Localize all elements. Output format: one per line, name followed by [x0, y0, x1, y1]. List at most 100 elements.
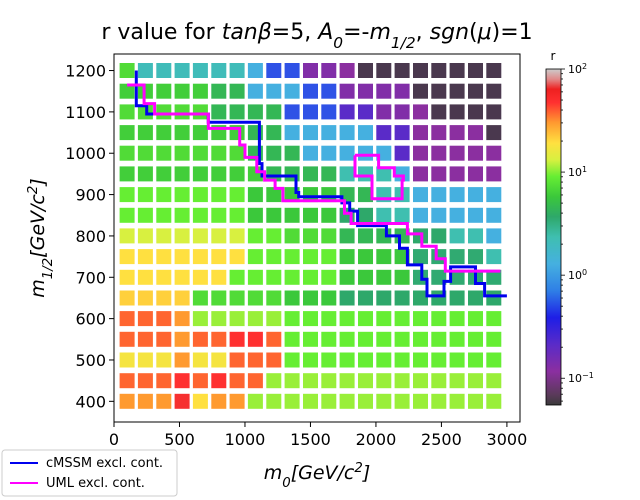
- heatmap-cell: [247, 207, 263, 223]
- heatmap-cell: [339, 393, 355, 409]
- heatmap-cell: [339, 145, 355, 161]
- heatmap-cell: [156, 393, 172, 409]
- heatmap-cell: [119, 125, 135, 141]
- x-tick-label: 2000: [356, 430, 397, 449]
- x-tick-label: 3000: [487, 430, 528, 449]
- heatmap-cell: [284, 393, 300, 409]
- heatmap-cell: [394, 393, 410, 409]
- heatmap-cell: [486, 104, 502, 120]
- heatmap-cell: [486, 187, 502, 203]
- heatmap-cell: [358, 63, 373, 78]
- heatmap-cell: [339, 166, 355, 182]
- heatmap-cell: [137, 290, 153, 306]
- heatmap-cell: [156, 207, 172, 223]
- legend: cMSSM excl. cont. UML excl. cont.: [1, 449, 178, 497]
- heatmap-cell: [119, 166, 135, 182]
- heatmap-cell: [339, 331, 355, 347]
- heatmap-cell: [229, 166, 245, 182]
- heatmap-cell: [468, 104, 483, 120]
- heatmap-cell: [431, 104, 447, 120]
- heatmap-cell: [339, 290, 355, 306]
- x-tick-label: 1000: [225, 430, 266, 449]
- heatmap-cell: [192, 311, 208, 327]
- heatmap-cell: [339, 125, 355, 141]
- heatmap-cell: [174, 104, 190, 120]
- heatmap-cell: [156, 145, 172, 161]
- heatmap-cell: [376, 311, 392, 327]
- heatmap-cell: [486, 373, 502, 389]
- heatmap-cell: [303, 269, 318, 285]
- colorbar-gradient: [545, 68, 562, 406]
- heatmap-cell: [321, 228, 337, 244]
- heatmap-cell: [247, 83, 263, 99]
- heatmap-cell: [156, 104, 172, 120]
- heatmap-cell: [119, 269, 135, 285]
- heatmap-cell: [192, 83, 208, 99]
- heatmap-cell: [431, 166, 447, 182]
- heatmap-cell: [413, 104, 428, 120]
- colorbar: r 10−1 100 101 102: [545, 49, 594, 406]
- heatmap-cell: [229, 331, 245, 347]
- heatmap-cell: [284, 83, 300, 99]
- heatmap-cell: [486, 290, 502, 306]
- exclusion-contour-line: [127, 83, 501, 273]
- heatmap-cell: [303, 83, 318, 99]
- heatmap-cell: [321, 166, 337, 182]
- heatmap-cell: [303, 290, 318, 306]
- heatmap-cell: [431, 373, 447, 389]
- heatmap-cell: [119, 207, 135, 223]
- heatmap-cell: [211, 373, 227, 389]
- heatmap-cell: [119, 352, 135, 368]
- y-axis: 400 500 600 700 800 900 1000 1100 1200: [65, 62, 114, 411]
- heatmap-cell: [119, 187, 135, 203]
- heatmap-cell: [376, 125, 392, 141]
- heatmap-cell: [156, 352, 172, 368]
- heatmap-cell: [468, 311, 483, 327]
- heatmap-cell: [358, 187, 373, 203]
- heatmap-cell: [303, 104, 318, 120]
- heatmap-cell: [174, 125, 190, 141]
- heatmap-cell: [266, 166, 282, 182]
- heatmap-cell: [192, 352, 208, 368]
- heatmap-cell: [156, 166, 172, 182]
- heatmap-cell: [284, 125, 300, 141]
- heatmap-cell: [321, 104, 337, 120]
- heatmap-cell: [358, 331, 373, 347]
- heatmap-cell: [413, 249, 428, 265]
- heatmap-cell: [247, 104, 263, 120]
- heatmap-cell: [229, 373, 245, 389]
- heatmap-cell: [229, 393, 245, 409]
- heatmap-cell: [119, 145, 135, 161]
- exclusion-contours: [127, 70, 507, 298]
- heatmap-cell: [174, 187, 190, 203]
- heatmap-cell: [137, 373, 153, 389]
- heatmap-cell: [156, 228, 172, 244]
- heatmap-cell: [229, 63, 245, 78]
- heatmap-cell: [431, 352, 447, 368]
- heatmap-cell: [339, 373, 355, 389]
- heatmap-cell: [394, 104, 410, 120]
- heatmap-cell: [119, 249, 135, 265]
- heatmap-cell: [394, 207, 410, 223]
- heatmap-cell: [394, 249, 410, 265]
- heatmap-cell: [303, 352, 318, 368]
- heatmap-cell: [156, 249, 172, 265]
- heatmap-cell: [192, 63, 208, 78]
- heatmap-cell: [211, 269, 227, 285]
- heatmap-cell: [449, 145, 465, 161]
- heatmap-cell: [486, 83, 502, 99]
- heatmap-cell: [247, 269, 263, 285]
- heatmap-cell: [284, 311, 300, 327]
- heatmap-cell: [119, 373, 135, 389]
- heatmap-cell: [211, 207, 227, 223]
- heatmap-cell: [247, 63, 263, 78]
- y-tick-label: 900: [75, 186, 106, 205]
- heatmap-cell: [431, 187, 447, 203]
- heatmap-cell: [192, 393, 208, 409]
- heatmap-cell: [247, 228, 263, 244]
- heatmap-cell: [156, 311, 172, 327]
- colorbar-tick-label: 10−1: [568, 371, 594, 386]
- heatmap-cell: [431, 331, 447, 347]
- heatmap-cell: [303, 393, 318, 409]
